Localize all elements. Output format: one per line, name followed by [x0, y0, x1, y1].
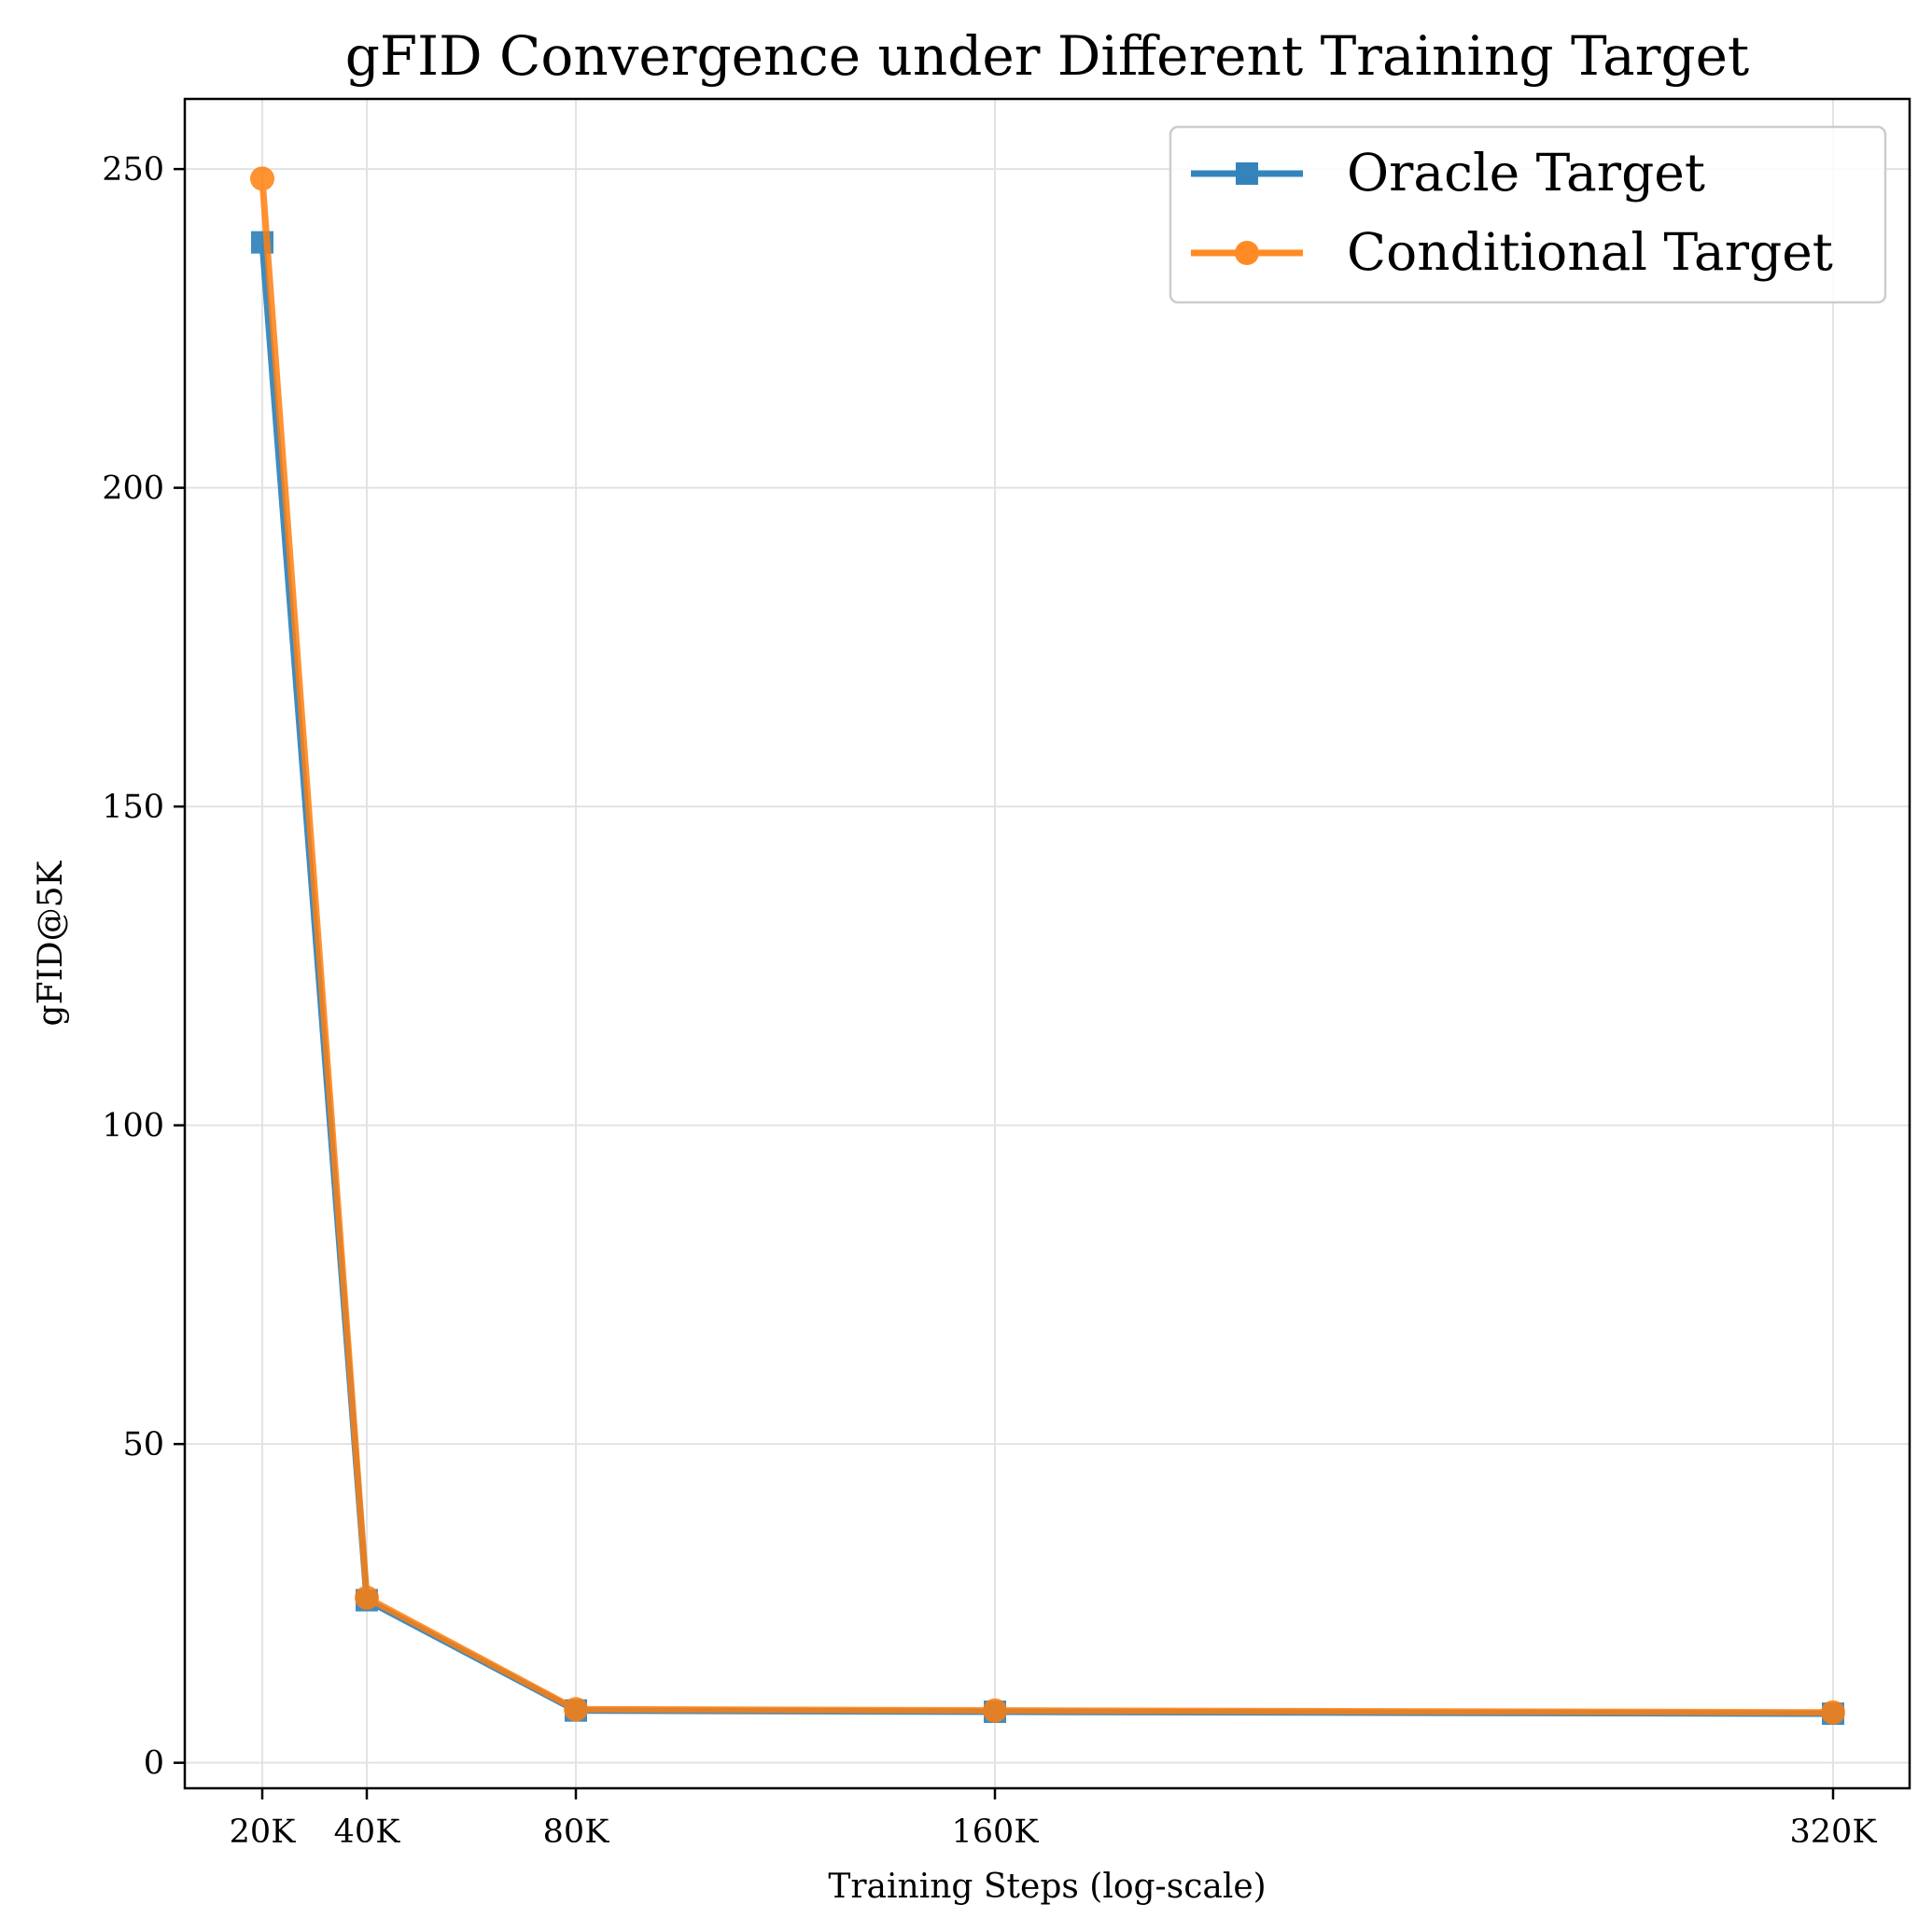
- y-tick-label: 200: [102, 470, 164, 508]
- x-tick-label: 80K: [543, 1813, 610, 1851]
- y-tick-label: 100: [102, 1108, 164, 1145]
- legend-label: Oracle Target: [1347, 143, 1705, 203]
- legend-marker: [1236, 162, 1258, 185]
- legend-label: Conditional Target: [1347, 222, 1833, 282]
- legend-entry: [1191, 241, 1303, 265]
- series-layer: [250, 166, 1845, 1726]
- data-point: [355, 1585, 379, 1610]
- axis-ticks: 20K 40K 80K 160K 320K 0 50 100 150 200 250: [102, 151, 1877, 1851]
- x-tick-label: 320K: [1790, 1813, 1878, 1851]
- x-tick-label: 160K: [952, 1813, 1040, 1851]
- y-tick-label: 0: [144, 1745, 164, 1783]
- legend-marker: [1235, 241, 1259, 265]
- data-point: [983, 1698, 1007, 1723]
- data-point: [564, 1697, 588, 1722]
- legend: Oracle Target Conditional Target: [1169, 125, 1887, 304]
- data-point: [250, 166, 274, 191]
- y-axis-label: gFID@5K: [32, 860, 70, 1026]
- x-axis-label: Training Steps (log-scale): [828, 1868, 1266, 1906]
- x-tick-label: 40K: [334, 1813, 401, 1851]
- data-point: [1821, 1700, 1845, 1725]
- y-tick-label: 150: [102, 789, 164, 826]
- y-tick-label: 250: [102, 151, 164, 189]
- chart-title: gFID Convergence under Different Trainin…: [345, 24, 1749, 88]
- x-tick-label: 20K: [230, 1813, 297, 1851]
- legend-box: [1169, 125, 1887, 304]
- legend-entry: [1191, 162, 1303, 185]
- y-tick-label: 50: [122, 1426, 164, 1463]
- plot-frame: [183, 97, 1911, 1790]
- series-conditional-target: [250, 166, 1845, 1725]
